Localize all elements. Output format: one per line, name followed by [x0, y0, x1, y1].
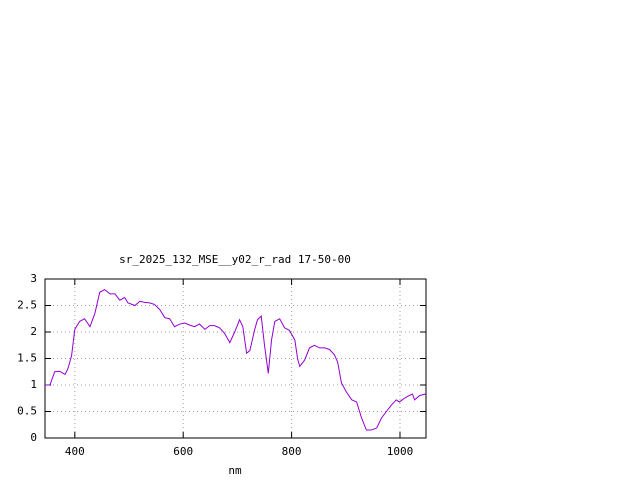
x-tick-label: 800	[282, 445, 302, 458]
x-tick-label: 1000	[387, 445, 414, 458]
y-tick-label: 0	[30, 431, 37, 444]
data-line	[45, 289, 426, 431]
y-tick-label: 3	[30, 272, 37, 285]
x-axis-label: nm	[228, 464, 242, 477]
y-tick-label: 1.5	[17, 352, 37, 365]
chart-title: sr_2025_132_MSE__y02_r_rad 17-50-00	[119, 253, 351, 266]
plot-frame	[44, 278, 427, 439]
y-tick-label: 2.5	[17, 299, 37, 312]
x-tick-label: 400	[65, 445, 85, 458]
y-tick-label: 0.5	[17, 405, 37, 418]
x-tick-label: 600	[173, 445, 193, 458]
y-tick-label: 2	[30, 325, 37, 338]
y-tick-label: 1	[30, 378, 37, 391]
